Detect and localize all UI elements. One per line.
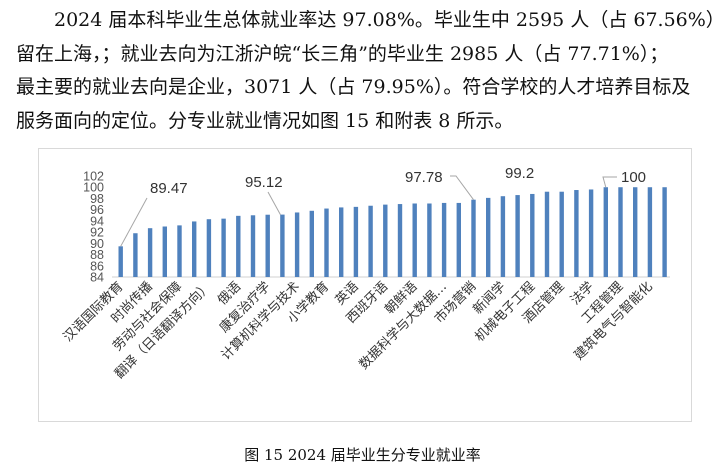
paragraph-line: 留在上海，；就业去向为江浙沪皖“长三角”的毕业生 2985 人（占 77.71%… bbox=[16, 42, 669, 65]
y-tick-label: 90 bbox=[90, 237, 104, 251]
data-label: 100 bbox=[621, 169, 646, 186]
bar bbox=[324, 208, 329, 277]
y-tick-label: 100 bbox=[83, 181, 104, 195]
bar bbox=[192, 221, 197, 277]
y-tick-label: 84 bbox=[90, 271, 104, 285]
bar bbox=[206, 219, 212, 277]
employment-rate-chart: 8486889092949698100102汉语国际教育时尚传播劳动与社会保障翻… bbox=[60, 165, 670, 382]
bar bbox=[530, 193, 535, 277]
leader-line bbox=[450, 175, 474, 200]
bar bbox=[221, 218, 226, 277]
bar bbox=[544, 191, 550, 277]
data-label: 97.78 bbox=[405, 169, 443, 186]
bar bbox=[294, 212, 300, 277]
paragraph-line: 服务面向的定位。分专业就业情况如图 15 和附表 8 所示。 bbox=[16, 109, 514, 132]
y-tick-label: 94 bbox=[90, 214, 104, 228]
bar bbox=[177, 225, 182, 277]
bar bbox=[574, 190, 579, 277]
data-label: 99.2 bbox=[505, 165, 534, 182]
bar bbox=[603, 187, 608, 277]
bar bbox=[471, 199, 476, 277]
bar bbox=[133, 233, 138, 277]
data-label: 89.47 bbox=[150, 180, 188, 197]
bar bbox=[236, 215, 241, 277]
bar bbox=[500, 196, 506, 277]
intro-paragraph: 2024 届本科毕业生总体就业率达 97.08%。毕业生中 2595 人（占 6… bbox=[16, 4, 725, 138]
bar bbox=[250, 215, 256, 277]
leader-line bbox=[120, 197, 148, 247]
bar bbox=[441, 202, 447, 277]
bar bbox=[633, 187, 638, 277]
paragraph-line: 2024 届本科毕业生总体就业率达 97.08%。毕业生中 2595 人（占 6… bbox=[54, 9, 725, 31]
bar bbox=[265, 214, 270, 277]
data-label: 95.12 bbox=[245, 174, 283, 191]
bar bbox=[559, 191, 564, 277]
bar bbox=[412, 203, 417, 277]
bar bbox=[383, 204, 388, 277]
y-tick-label: 88 bbox=[90, 248, 104, 262]
bar bbox=[486, 197, 491, 277]
bar bbox=[339, 207, 344, 277]
y-tick-label: 86 bbox=[90, 259, 104, 273]
bar bbox=[309, 210, 314, 277]
bar bbox=[147, 228, 153, 277]
bar bbox=[280, 214, 285, 277]
bar bbox=[368, 205, 373, 277]
bar bbox=[515, 195, 520, 277]
y-tick-label: 96 bbox=[90, 203, 104, 217]
bar bbox=[397, 204, 403, 277]
bar bbox=[588, 189, 594, 277]
figure-caption: 图 15 2024 届毕业生分专业就业率 bbox=[244, 446, 481, 464]
bar bbox=[647, 187, 653, 277]
leader-line bbox=[267, 191, 281, 215]
bar bbox=[618, 187, 623, 277]
bar bbox=[162, 226, 167, 277]
bar bbox=[662, 187, 667, 277]
y-tick-label: 92 bbox=[90, 226, 104, 240]
paragraph-line: 最主要的就业去向是企业，3071 人（占 79.95%）。符合学校的人才培养目标… bbox=[16, 76, 691, 98]
bar bbox=[353, 206, 359, 277]
leader-line bbox=[602, 176, 617, 188]
chart-frame bbox=[38, 148, 692, 422]
y-tick-label: 102 bbox=[83, 170, 104, 184]
bar bbox=[118, 246, 123, 277]
y-tick-label: 98 bbox=[90, 192, 104, 206]
bar bbox=[456, 202, 461, 277]
bar bbox=[427, 203, 432, 277]
